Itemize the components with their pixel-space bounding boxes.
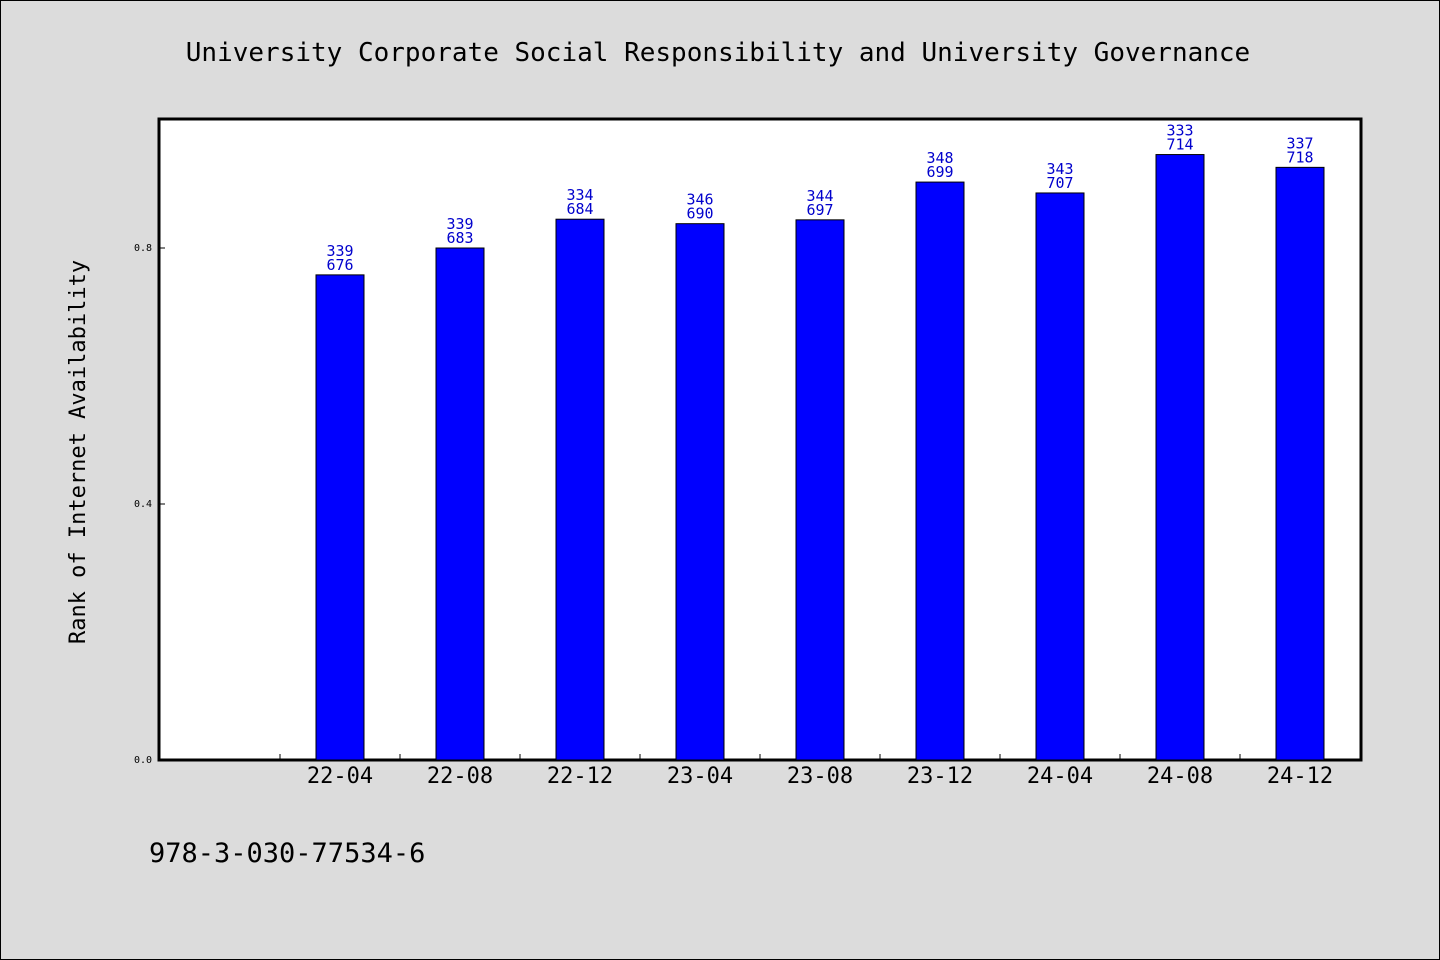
x-tick-label-24-08: 24-08: [1147, 764, 1213, 789]
y-tick-label-0.8: 0.8: [134, 243, 152, 254]
x-tick-label-23-08: 23-08: [787, 764, 853, 789]
data-label-24-08-1: 333: [1166, 122, 1193, 140]
data-label-23-08-2: 697: [806, 201, 833, 219]
x-tick-label-24-12: 24-12: [1267, 764, 1333, 789]
x-tick-label-23-12: 23-12: [907, 764, 973, 789]
data-label-22-12-2: 684: [566, 200, 593, 218]
data-label-23-04-1: 346: [686, 191, 713, 209]
data-label-24-04-1: 343: [1046, 160, 1073, 178]
data-label-24-08-2: 714: [1166, 136, 1193, 154]
bar-23-08: [795, 219, 845, 761]
data-label-22-12-1: 334: [566, 186, 593, 204]
data-label-23-04-2: 690: [686, 205, 713, 223]
chart-title: University Corporate Social Responsibili…: [186, 38, 1250, 68]
bar-23-12: [915, 181, 965, 761]
data-label-24-04-2: 707: [1046, 174, 1073, 192]
bar-24-08: [1155, 154, 1205, 761]
bar-23-04: [675, 223, 725, 761]
footer-isbn: 978-3-030-77534-6: [149, 838, 425, 869]
y-axis: 0.0 0.4 0.8: [134, 243, 165, 766]
data-label-24-12-2: 718: [1286, 148, 1313, 166]
x-tick-label-22-08: 22-08: [427, 764, 493, 789]
x-axis: 22-04 22-08 22-12 23-04 23-08 23-12 24-04 24-08…: [279, 754, 1333, 789]
bar-22-12: [555, 218, 605, 761]
data-label-23-08-1: 344: [806, 187, 833, 205]
data-label-23-12-1: 348: [926, 149, 953, 167]
data-label-22-08-2: 683: [446, 229, 473, 247]
data-label-22-04-2: 676: [326, 256, 353, 274]
data-label-22-04-1: 339: [326, 242, 353, 260]
bar-22-04: [315, 274, 365, 761]
x-tick-label-23-04: 23-04: [667, 764, 733, 789]
y-tick-label-0.0: 0.0: [134, 755, 152, 766]
data-label-22-08-1: 339: [446, 215, 473, 233]
x-tick-label-24-04: 24-04: [1027, 764, 1093, 789]
data-label-23-12-2: 699: [926, 163, 953, 181]
bar-24-12: [1275, 166, 1325, 761]
x-tick-label-22-04: 22-04: [307, 764, 373, 789]
y-axis-label: Rank of Internet Availability: [66, 260, 91, 644]
bar-24-04: [1035, 192, 1085, 761]
bar-22-08: [435, 247, 485, 761]
data-label-24-12-1: 337: [1286, 134, 1313, 152]
x-tick-label-22-12: 22-12: [547, 764, 613, 789]
y-tick-label-0.4: 0.4: [134, 499, 152, 510]
